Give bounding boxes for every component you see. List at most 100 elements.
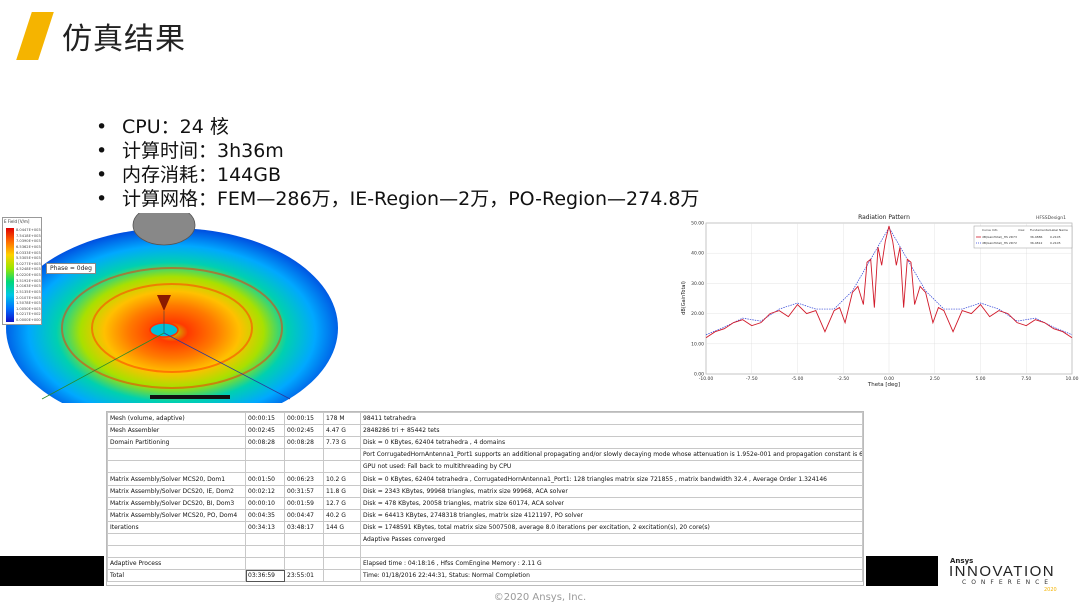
log-cell: Disk = 0 KBytes, 62404 tetrahedra , 4 do… <box>360 436 863 450</box>
log-row: Matrix Assembly/Solver DCS20, BI, Dom3 00… <box>107 496 863 510</box>
log-cell <box>323 532 361 547</box>
axis-x <box>41 332 165 400</box>
log-cell <box>107 448 246 462</box>
chart-xlabel: Theta [deg] <box>867 382 900 388</box>
footer-copyright: ©2020 Ansys, Inc. <box>493 592 587 603</box>
log-cell: 00:02:45 <box>284 424 324 438</box>
log-cell: 00:06:23 <box>284 472 324 486</box>
y-tick-label: 0.00 <box>694 372 704 378</box>
log-cell: 00:00:15 <box>245 411 285 426</box>
log-cell: Matrix Assembly/Solver DCS20, IE, Dom2 <box>107 484 246 498</box>
log-cell: 00:01:59 <box>284 496 324 510</box>
log-cell: 00:08:28 <box>284 436 324 450</box>
legend-row-2-max: 36.4812 <box>1030 241 1042 245</box>
chart-ylabel: dB(GainTotal) <box>681 281 687 315</box>
x-tick-label: 2.50 <box>930 376 940 382</box>
bullet-mesh: 计算网格：FEM—286万，IE-Region—2万，PO-Region—274… <box>92 187 699 211</box>
x-tick-label: 0.00 <box>884 376 894 382</box>
field-legend: E Field [V/m] 8.0447E+003 7.5418E+003 7.03… <box>2 217 42 325</box>
legend-tick: 0.0000E+000 <box>16 318 41 322</box>
legend-row-2-name: dB(GainTotal)_HS 2D72 <box>982 241 1017 245</box>
log-cell: 2848286 tri + 85442 tets <box>360 424 863 438</box>
chart-corner-label: HFSSDesign1 <box>1036 215 1066 221</box>
legend-row-1-fund: 0.2105 <box>1050 235 1061 239</box>
log-cell: 00:01:50 <box>245 472 285 486</box>
legend-header-label: Label Name <box>1050 228 1068 232</box>
log-cell <box>323 460 361 474</box>
legend-tick: 5.0217E+002 <box>16 312 41 317</box>
log-row: Mesh Assembler 00:02:45 00:02:45 4.47 G 2848… <box>107 424 863 438</box>
log-row: Domain Partitioning 00:08:28 00:08:28 7.73 … <box>107 436 863 450</box>
log-cell <box>284 460 324 474</box>
log-row: Matrix Assembly/Solver DCS20, IE, Dom2 00… <box>107 484 863 498</box>
log-cell: Mesh Assembler <box>107 424 246 438</box>
bullet-memory: 内存消耗：144GB <box>92 163 699 187</box>
log-cell: 00:04:35 <box>245 508 285 522</box>
log-cell <box>107 532 246 547</box>
feed-arrow <box>157 295 171 311</box>
log-cell: 11.8 G <box>323 484 361 498</box>
log-cell: Matrix Assembly/Solver MCS20, PO, Dom4 <box>107 508 246 522</box>
legend-tick: 8.0447E+003 <box>16 228 41 232</box>
legend-tick: 2.5135E+003 <box>16 289 41 294</box>
log-cell: 00:02:45 <box>245 424 285 438</box>
legend-tick: 7.5418E+003 <box>16 233 41 238</box>
legend-colorbar <box>6 228 14 322</box>
x-tick-label: 7.50 <box>1021 376 1031 382</box>
log-cell: Disk = 478 KBytes, 20058 triangles, matr… <box>360 496 863 510</box>
log-cell: Disk = 64413 KBytes, 2748318 triangles, … <box>360 508 863 522</box>
log-cell: 00:04:47 <box>284 508 324 522</box>
log-cell: 00:31:57 <box>284 484 324 498</box>
log-cell <box>245 448 285 462</box>
log-cell: 7.73 G <box>323 436 361 450</box>
log-cell: Port CorrugatedHornAntenna1_Port1 suppor… <box>360 448 863 462</box>
axis-y <box>163 332 291 400</box>
legend-header-max: max <box>1018 228 1025 232</box>
log-cell: Mesh (volume, adaptive) <box>107 411 246 426</box>
y-tick-label: 30.00 <box>691 281 704 287</box>
legend-tick: 5.0277E+003 <box>16 261 41 266</box>
log-cell: 00:02:12 <box>245 484 285 498</box>
legend-tick: 3.0163E+003 <box>16 284 41 289</box>
bullet-cpu: CPU：24 核 <box>92 115 699 139</box>
log-cell: 00:00:15 <box>284 411 324 426</box>
field-dish <box>6 228 338 403</box>
feed-horn <box>132 213 196 246</box>
log-row: Matrix Assembly/Solver MCS20, PO, Dom4 00… <box>107 508 863 522</box>
radiation-pattern-svg: Radiation Pattern HFSSDesign1 Theta [deg… <box>681 214 1079 388</box>
legend-tick: 3.5192E+003 <box>16 278 41 283</box>
log-row: Mesh (volume, adaptive) 00:00:15 00:00:15 1… <box>107 411 863 426</box>
y-tick-label: 20.00 <box>691 311 704 317</box>
bottom-strip <box>0 556 1080 586</box>
series-line <box>705 225 1073 339</box>
log-cell <box>245 532 285 547</box>
log-cell: GPU not used: Fall back to multithreadin… <box>360 460 863 474</box>
legend-tick: 2.0107E+003 <box>16 295 41 300</box>
log-row: Iterations 00:34:13 03:48:17 144 G Disk = 17… <box>107 520 863 534</box>
x-tick-label: -10.00 <box>699 376 714 382</box>
log-cell: Matrix Assembly/Solver DCS20, BI, Dom3 <box>107 496 246 510</box>
log-row: GPU not used: Fall back to multithreadin… <box>107 460 863 474</box>
legend-header-fund: Fundamental <box>1030 228 1050 232</box>
log-cell: 178 M <box>323 411 361 426</box>
x-tick-label: 10.00 <box>1066 376 1079 382</box>
y-tick-label: 10.00 <box>691 341 704 347</box>
legend-row-2-fund: 0.2105 <box>1050 241 1061 245</box>
title-accent-bar <box>16 12 54 60</box>
legend-row-1-name: dB(GainTotal)_HS 2D73 <box>982 235 1017 239</box>
bullet-list: CPU：24 核 计算时间：3h36m 内存消耗：144GB 计算网格：FEM—… <box>92 115 699 211</box>
y-tick-label: 40.00 <box>691 251 704 257</box>
legend-tick: 5.5305E+003 <box>16 256 41 261</box>
log-row: Adaptive Passes converged <box>107 532 863 547</box>
x-tick-label: -5.00 <box>792 376 804 382</box>
log-cell: Disk = 0 KBytes, 62404 tetrahedra , Corr… <box>360 472 863 486</box>
log-cell: Iterations <box>107 520 246 534</box>
log-cell <box>323 448 361 462</box>
log-cell: 03:48:17 <box>284 520 324 534</box>
log-cell <box>284 532 324 547</box>
chart-legend: Curve Info max Fundamental Label Name dB… <box>973 225 1073 249</box>
log-cell: Disk = 1748591 KBytes, total matrix size… <box>360 520 863 534</box>
legend-tick: 4.5248E+003 <box>16 267 41 272</box>
log-cell <box>245 460 285 474</box>
conference-logo: Ansys INNOVATION CONFERENCE 2020 <box>938 556 1080 596</box>
